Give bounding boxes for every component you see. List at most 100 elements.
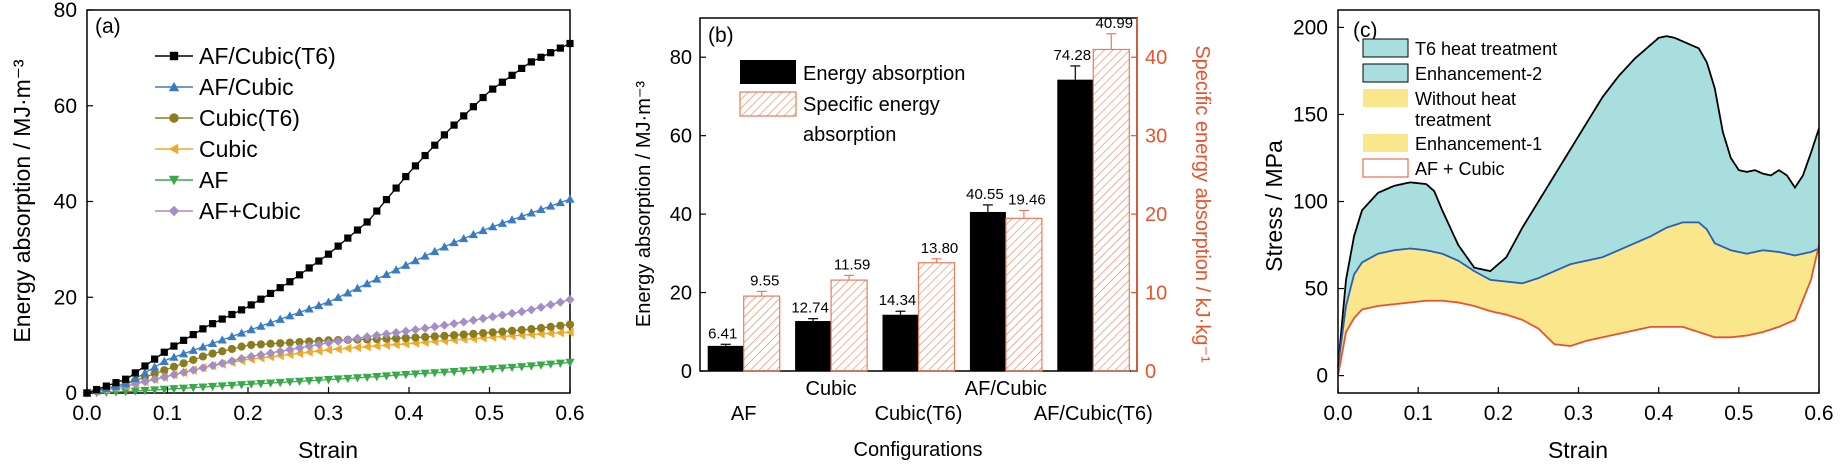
panel-b-bar-chart: 6.41 9.55 12.74 11.59 14.34 13.80 40.55 19.46 74… xyxy=(633,15,1213,461)
panel-c-y-axis-label: Stress / MPa xyxy=(1261,140,1287,272)
fill-enhancement-2 xyxy=(1338,36,1819,367)
data-point xyxy=(295,271,304,279)
bar-value-label: 12.74 xyxy=(791,300,829,317)
error-bar-specific xyxy=(931,258,942,263)
data-point xyxy=(305,264,313,272)
data-point xyxy=(169,362,179,371)
data-point xyxy=(236,381,247,390)
data-point xyxy=(323,338,334,348)
bar-value-label: 6.41 xyxy=(708,325,737,342)
data-point xyxy=(160,348,168,356)
panel-c-legend: T6 heat treatment Enhancement-2 Without he… xyxy=(1362,38,1557,179)
panel-a-legend: AF/Cubic(T6) AF/Cubic Cubic(T6) Cubic AF AF+C… xyxy=(155,43,336,224)
data-point xyxy=(121,388,131,397)
legend-label-specific-energy-line2: absorption xyxy=(803,124,896,146)
x-tick-label: 0.2 xyxy=(1484,402,1513,425)
legend-label: AF xyxy=(199,167,228,193)
data-point xyxy=(527,325,536,334)
data-point xyxy=(227,331,237,341)
data-point xyxy=(536,302,546,312)
data-point xyxy=(217,335,227,344)
bar-energy-absorption xyxy=(1057,79,1094,371)
category-label: Cubic xyxy=(806,378,857,400)
data-point xyxy=(102,382,110,390)
data-point xyxy=(344,234,352,242)
error-bar-specific xyxy=(1106,33,1117,50)
data-point xyxy=(517,325,526,335)
data-point xyxy=(207,338,218,348)
data-point xyxy=(362,332,372,342)
panel-b-y-axis-label: Energy absorption / MJ·m⁻³ xyxy=(633,81,655,328)
panel-a-y-ticks: 0 20 40 60 80 xyxy=(54,0,93,405)
data-point xyxy=(208,320,217,328)
data-point xyxy=(333,375,343,384)
data-point xyxy=(170,342,178,350)
data-point xyxy=(256,350,266,360)
data-point xyxy=(304,347,313,357)
y-tick-label: 60 xyxy=(54,95,77,118)
panel-a-y-axis-label: Energy absorption / MJ·m⁻³ xyxy=(9,59,35,342)
data-point xyxy=(188,365,198,375)
data-point xyxy=(382,195,391,204)
y-tick-label: 80 xyxy=(670,47,692,69)
data-point xyxy=(227,381,237,390)
data-point xyxy=(247,301,255,309)
data-point xyxy=(536,361,546,370)
y2-tick-label: 40 xyxy=(1145,47,1167,69)
data-point xyxy=(381,269,392,279)
data-point xyxy=(372,341,381,351)
legend-marker xyxy=(169,51,179,61)
panel-a-x-axis-label: Strain xyxy=(298,437,358,463)
panel-a-line-chart: 0.0 0.1 0.2 0.3 0.4 0.5 0.6 0 20 40 60 80 (a) Stra… xyxy=(9,0,585,463)
data-point xyxy=(294,307,305,316)
data-point xyxy=(141,362,149,370)
panel-a-series-group xyxy=(82,39,575,398)
data-point xyxy=(343,343,352,353)
data-point xyxy=(189,355,198,364)
data-point xyxy=(536,323,546,333)
data-point xyxy=(440,131,449,139)
legend-marker xyxy=(169,113,179,123)
y-tick-label: 40 xyxy=(54,191,77,214)
data-point xyxy=(449,237,459,247)
data-point xyxy=(304,377,314,386)
data-point xyxy=(555,328,564,338)
data-point xyxy=(410,370,421,379)
legend-label: AF+Cubic xyxy=(199,198,301,224)
data-point xyxy=(246,325,256,334)
series-cubic-t6- xyxy=(82,320,575,398)
bar-energy-absorption xyxy=(707,345,744,371)
data-point xyxy=(315,257,323,265)
data-point xyxy=(285,311,295,320)
data-point xyxy=(265,348,276,358)
data-point xyxy=(334,242,342,250)
data-point xyxy=(207,360,218,371)
bar-specific-energy-absorption xyxy=(1092,48,1130,372)
data-point xyxy=(363,218,371,226)
y-tick-label: 0 xyxy=(65,382,77,405)
data-point xyxy=(159,372,169,382)
data-point xyxy=(498,78,506,86)
data-point xyxy=(555,297,565,307)
data-point xyxy=(410,325,421,335)
legend-swatch-specific-energy-absorption xyxy=(739,91,797,117)
data-point xyxy=(285,378,295,387)
data-point xyxy=(459,233,469,243)
data-point xyxy=(555,197,565,207)
data-point xyxy=(150,374,160,384)
legend-marker xyxy=(168,81,180,92)
data-point xyxy=(93,385,101,394)
bar-value-label: 40.55 xyxy=(966,186,1004,203)
data-point xyxy=(382,334,391,343)
data-point xyxy=(343,335,353,345)
data-point xyxy=(199,325,207,333)
data-point xyxy=(314,376,324,385)
legend-swatch xyxy=(1362,38,1409,58)
data-point xyxy=(488,312,498,322)
legend-label: Without heat xyxy=(1415,89,1516,109)
bar-value-label: 9.55 xyxy=(750,272,779,289)
panel-c-area-chart: 0.0 0.1 0.2 0.3 0.4 0.5 0.6 0 50 100 150 200 (c) S… xyxy=(1261,9,1834,463)
legend-marker xyxy=(168,143,179,155)
data-point xyxy=(489,85,497,93)
